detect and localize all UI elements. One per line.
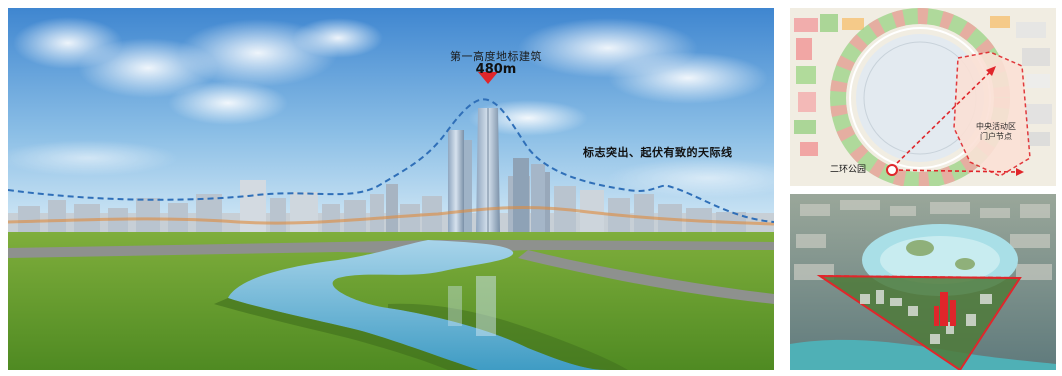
aerial-render: [790, 194, 1056, 370]
aerial-image: [790, 194, 1056, 370]
landmark-title: 第一高度地标建筑: [450, 50, 542, 63]
landmark-towers: [448, 108, 545, 232]
skyline-panorama: 第一高度地标建筑 480m 标志突出、起伏有致的天际线: [8, 8, 774, 370]
landmark-marker-icon: [478, 72, 498, 84]
map-image: [790, 8, 1056, 186]
panorama-image: [8, 8, 774, 370]
landmark-tower-highlight: [934, 292, 956, 326]
cbd-location-map: 中央活动区 门户节点 二环公园: [790, 8, 1056, 186]
cbd-node-label: 中央活动区 门户节点: [976, 122, 1016, 141]
clouds: [8, 17, 774, 198]
landmark-height: 480m: [475, 62, 517, 77]
skyline-contour-line: [8, 98, 774, 223]
skyline-caption: 标志突出、起伏有致的天际线: [583, 146, 733, 159]
park-marker-icon: [886, 164, 898, 176]
water-channel: [228, 240, 608, 370]
park-label: 二环公园: [830, 165, 867, 175]
